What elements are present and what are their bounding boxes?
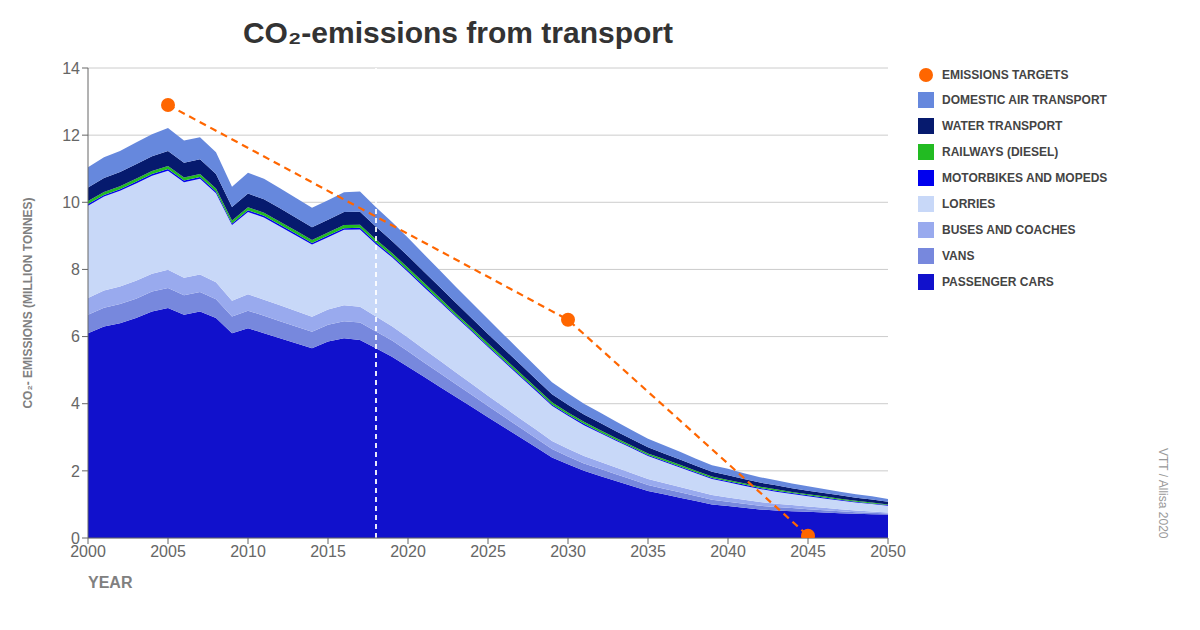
svg-text:2010: 2010 bbox=[230, 543, 266, 560]
svg-text:8: 8 bbox=[71, 261, 80, 278]
svg-text:4: 4 bbox=[71, 395, 80, 412]
svg-text:0: 0 bbox=[71, 530, 80, 547]
svg-text:2040: 2040 bbox=[710, 543, 746, 560]
svg-text:12: 12 bbox=[62, 127, 80, 144]
html-text:CO₂-emissions from transport: CO₂-emissions from transport bbox=[243, 16, 673, 49]
svg-text:14: 14 bbox=[62, 60, 80, 77]
html-text:MOTORBIKES AND MOPEDS: MOTORBIKES AND MOPEDS bbox=[942, 171, 1108, 185]
svg-text:2050: 2050 bbox=[870, 543, 906, 560]
svg-text:6: 6 bbox=[71, 328, 80, 345]
html-text:VTT / Allisa 2020: VTT / Allisa 2020 bbox=[1156, 447, 1170, 538]
html-text:VANS: VANS bbox=[942, 249, 975, 263]
svg-text:2020: 2020 bbox=[390, 543, 426, 560]
svg-text:2005: 2005 bbox=[150, 543, 186, 560]
html-text:RAILWAYS (DIESEL): RAILWAYS (DIESEL) bbox=[942, 145, 1059, 159]
html-text:EMISSIONS TARGETS: EMISSIONS TARGETS bbox=[942, 68, 1069, 82]
html-text:WATER TRANSPORT: WATER TRANSPORT bbox=[942, 119, 1063, 133]
html-text:LORRIES: LORRIES bbox=[942, 197, 996, 211]
svg-text:2015: 2015 bbox=[310, 543, 346, 560]
svg-text:CO₂- EMISSIONS (MILLION TONNES: CO₂- EMISSIONS (MILLION TONNES) bbox=[21, 197, 35, 408]
svg-text:2030: 2030 bbox=[550, 543, 586, 560]
svg-text:10: 10 bbox=[62, 194, 80, 211]
html-text:PASSENGER CARS: PASSENGER CARS bbox=[942, 275, 1054, 289]
svg-text:2000: 2000 bbox=[70, 543, 106, 561]
svg-text:2045: 2045 bbox=[790, 543, 826, 560]
svg-text:YEAR: YEAR bbox=[88, 574, 133, 591]
html-text:BUSES AND COACHES: BUSES AND COACHES bbox=[942, 223, 1076, 237]
svg-text:2: 2 bbox=[71, 463, 80, 480]
svg-text:2035: 2035 bbox=[630, 543, 666, 560]
svg-text:2025: 2025 bbox=[470, 543, 506, 560]
html-text:DOMESTIC AIR TRANSPORT: DOMESTIC AIR TRANSPORT bbox=[942, 93, 1107, 107]
